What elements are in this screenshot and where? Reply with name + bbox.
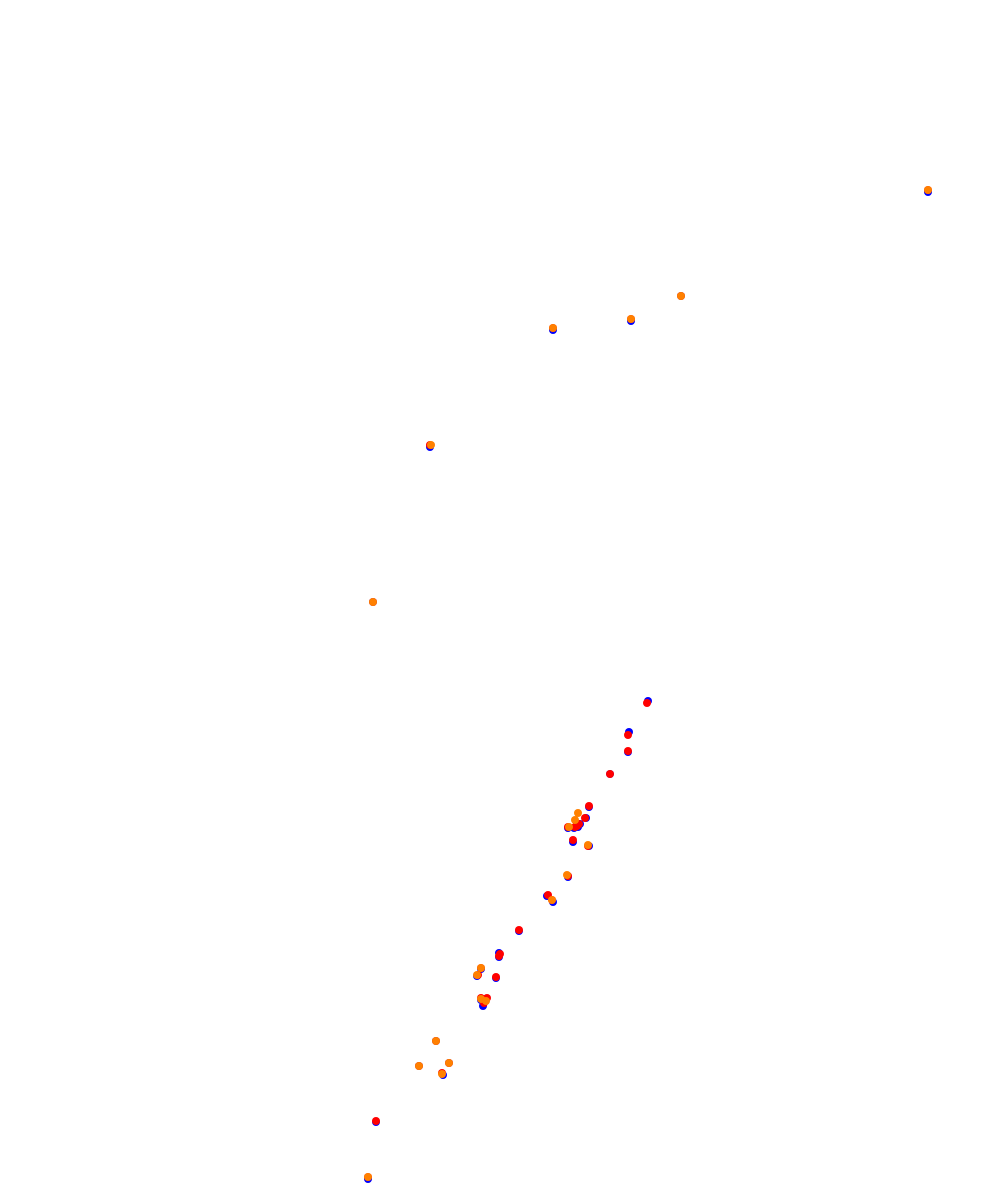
data-point-series-3-16 [563, 871, 571, 879]
data-point-series-2-24 [496, 950, 504, 958]
data-point-series-3-13 [571, 816, 579, 824]
data-point-series-3-9 [415, 1062, 423, 1070]
data-point-series-2-9 [624, 747, 632, 755]
data-point-series-3-11 [364, 1173, 372, 1181]
data-point-series-3-1 [924, 186, 932, 194]
data-points-layer [364, 186, 932, 1183]
data-point-series-2-7 [643, 699, 651, 707]
data-point-series-2-27 [492, 973, 500, 981]
data-point-series-2-11 [585, 802, 593, 810]
data-point-series-2-15 [571, 823, 579, 831]
data-point-series-3-8 [445, 1059, 453, 1067]
data-point-series-3-15 [584, 841, 592, 849]
data-point-series-3-6 [369, 598, 377, 606]
data-point-series-3-18 [477, 964, 485, 972]
data-point-series-3-5 [427, 441, 435, 449]
data-point-series-3-19 [473, 971, 481, 979]
data-point-series-3-10 [438, 1070, 446, 1078]
data-point-series-3-12 [565, 823, 573, 831]
data-point-series-3-3 [627, 315, 635, 323]
data-point-series-2-10 [606, 770, 614, 778]
data-point-series-2-35 [372, 1117, 380, 1125]
data-point-series-3-14 [574, 809, 582, 817]
data-point-series-2-22 [515, 926, 523, 934]
data-point-series-2-12 [581, 814, 589, 822]
data-point-series-3-7 [432, 1037, 440, 1045]
data-point-series-2-17 [569, 836, 577, 844]
data-point-series-3-21 [477, 995, 485, 1003]
data-point-series-3-17 [548, 896, 556, 904]
data-point-series-3-2 [677, 292, 685, 300]
data-point-series-2-8 [624, 731, 632, 739]
data-point-series-3-4 [549, 324, 557, 332]
